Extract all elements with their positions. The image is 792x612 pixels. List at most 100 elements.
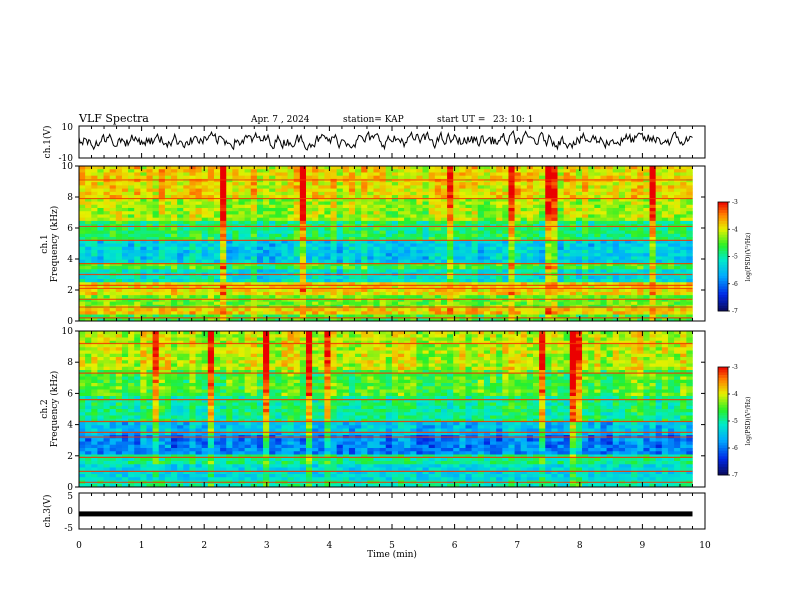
spectrogram-cell [128,311,135,315]
spectrogram-cell [373,240,380,244]
spectrogram-cell [287,285,295,290]
spectrogram-cell [91,256,98,260]
spectrogram-cell [606,246,614,251]
spectrogram-cell [655,249,663,254]
spectrogram-cell [569,259,577,264]
spectrogram-cell [287,182,295,186]
spectrogram-cell [686,214,693,218]
spectrogram-cell [649,246,656,251]
spectrogram-cell [97,249,104,254]
spectrogram-cell [348,182,356,186]
spectrogram-cell [348,259,356,264]
spectrogram-cell [471,285,479,290]
spectrogram-cell [465,279,472,283]
spectrogram-cell [373,166,380,170]
spectrogram-cell [637,178,644,183]
spectrogram-cell [232,295,239,299]
spectrogram-cell [600,195,607,199]
spectrogram-cell [502,185,509,189]
spectrogram-cell [612,188,620,193]
spectrogram-cell [680,175,687,180]
spectrogram-cell [373,237,380,241]
spectrogram-cell [220,172,227,176]
spectrogram-cell [226,256,233,260]
spectrogram-cell [686,311,693,315]
spectrogram-cell [398,285,405,290]
spectrogram-cell [379,262,387,267]
spectrogram-cell [520,282,528,286]
spectrogram-cell [563,227,571,231]
spectrogram-cell [483,301,491,306]
spectrogram-cell [404,288,411,293]
spectrogram-cell [164,256,172,260]
spectrogram-cell [367,233,374,238]
spectrogram-cell [667,175,675,180]
spectrogram-cell [201,266,209,270]
spectrogram-cell [91,166,98,170]
spectrogram-cell [434,269,442,273]
spectrogram-cell [471,227,479,231]
spectrogram-cell [152,288,160,293]
spectrogram-cell [551,178,558,183]
spectrogram-cell [183,240,190,244]
spectrogram-cell [244,166,252,170]
spectrogram-cell [532,282,540,286]
spectrogram-cell [434,175,442,180]
spectrogram-cell [91,262,98,267]
spectrogram-cell [649,262,656,267]
spectrogram-cell [195,207,202,212]
spectrogram-cell [440,204,448,209]
spectrogram-cell [483,214,491,218]
spectrogram-cell [637,227,644,231]
spectrogram-cell [336,285,344,290]
spectrogram-cell [226,233,233,238]
spectrogram-cell [582,166,589,170]
spectrogram-cell [661,298,669,302]
spectrogram-cell [667,220,675,225]
spectrogram-cell [250,279,258,283]
spectrogram-cell [238,172,245,176]
spectrogram-cell [655,178,663,183]
spectrogram-cell [606,172,614,176]
spectrogram-cell [103,249,110,254]
spectrogram-cell [207,311,215,315]
spectrogram-cell [416,230,423,235]
spectrogram-cell [91,207,98,212]
spectrogram-cell [244,172,252,176]
spectrogram-cell [588,166,595,170]
spectrogram-cell [582,298,589,302]
spectrogram-cell [410,211,417,215]
spectrogram-cell [269,191,276,196]
spectrogram-cell [232,253,239,257]
spectrogram-cell [281,253,288,257]
spectrogram-cell [305,259,313,264]
spectrogram-cell [305,246,313,251]
spectrogram-cell [238,298,245,302]
spectrogram-cell [514,295,521,299]
spectrogram-cell [532,269,540,273]
spectrogram-cell [410,198,417,202]
spectrogram-cell [490,237,497,241]
spectrogram-cell [97,217,104,222]
spectrogram-cell [238,311,245,315]
spectrogram-cell [398,282,405,286]
spectrogram-cell [342,246,350,251]
spectrogram-cell [447,195,454,199]
spectrogram-cell [183,185,190,189]
spectrogram-cell [232,256,239,260]
spectrogram-cell [532,191,540,196]
spectrogram-cell [575,253,583,257]
spectrogram-cell [483,204,491,209]
spectrogram-cell [661,314,669,319]
spectrogram-cell [97,275,104,280]
spectrogram-cell [428,246,436,251]
spectrogram-cell [625,262,632,267]
spectrogram-cell [459,201,466,206]
spectrogram-cell [483,266,491,270]
spectrogram-cell [183,298,190,302]
spectrogram-cell [539,246,546,251]
spectrogram-cell [404,175,411,180]
spectrogram-cell [330,317,337,322]
spectrogram-cell [373,275,380,280]
spectrogram-cell [655,185,663,189]
